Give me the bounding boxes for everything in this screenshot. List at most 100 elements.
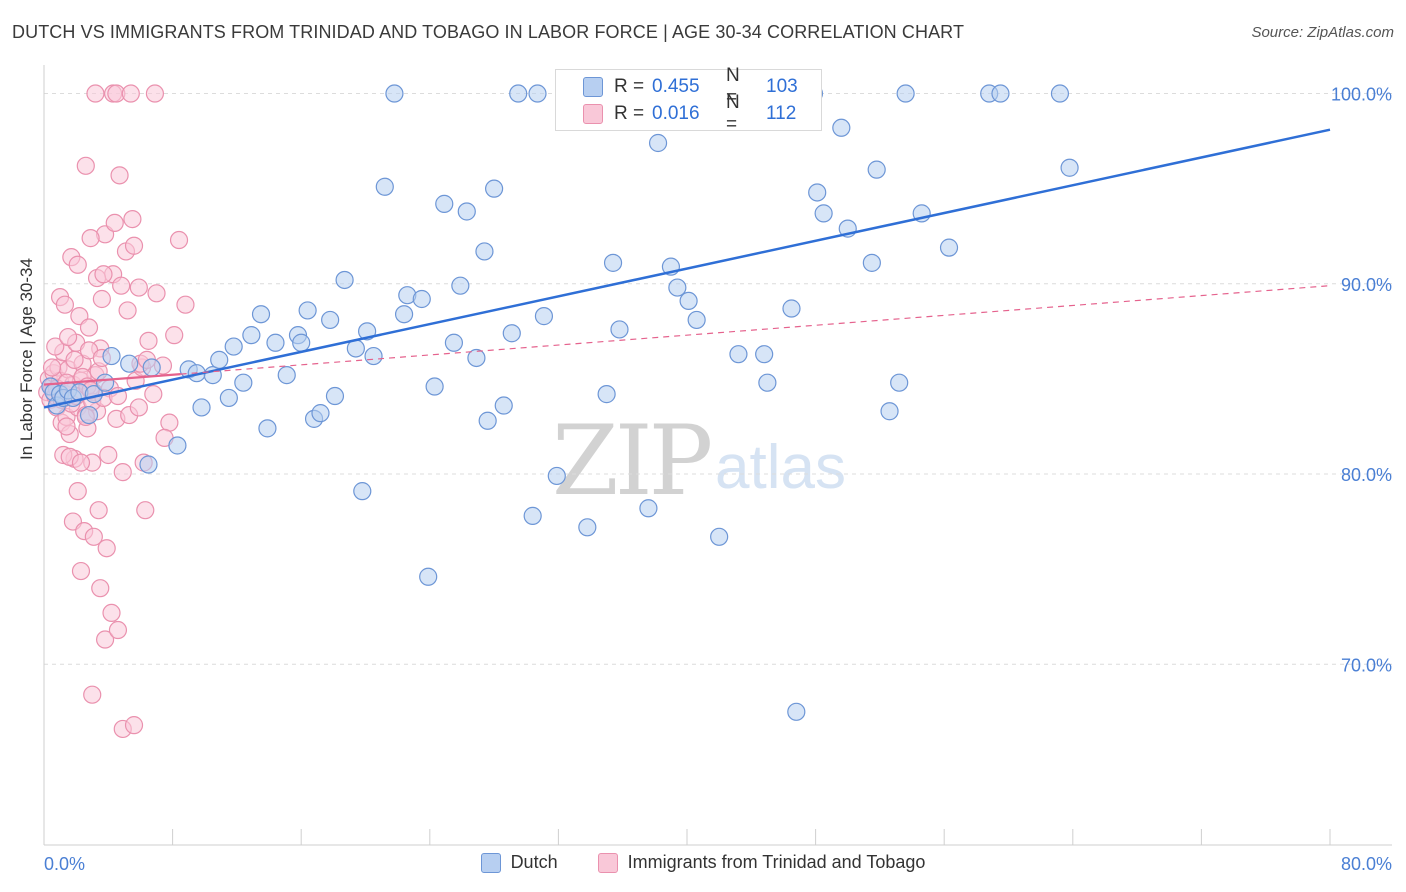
dutch-point-90 <box>890 373 909 392</box>
tt-point-74 <box>102 603 121 623</box>
tt-point-99 <box>57 417 76 436</box>
tt-swatch <box>583 104 603 124</box>
dutch-point-41 <box>375 177 394 196</box>
legend-item-dutch: Dutch <box>480 852 558 873</box>
dutch-point-56 <box>494 396 513 415</box>
dutch-point-54 <box>478 411 497 430</box>
dutch-point-85 <box>832 118 851 137</box>
dutch-point-66 <box>603 253 623 272</box>
tt-point-102 <box>46 337 65 356</box>
dutch-point-83 <box>808 183 827 202</box>
dutch-point-43 <box>394 305 414 324</box>
dutch-point-79 <box>758 373 777 392</box>
dutch-point-36 <box>335 270 354 290</box>
source-label: Source: ZipAtlas.com <box>1251 24 1394 41</box>
tt-point-51 <box>169 230 189 250</box>
legend-item-tt: Immigrants from Trinidad and Tobago <box>597 852 925 873</box>
dutch-point-21 <box>219 388 238 408</box>
dutch-swatch <box>583 77 603 97</box>
tt-point-52 <box>176 295 195 314</box>
tt-point-79 <box>124 716 144 735</box>
dutch-point-61 <box>534 307 554 326</box>
tt-point-47 <box>147 284 166 303</box>
tt-r-label: R = <box>614 103 645 124</box>
bottom-legend: Dutch Immigrants from Trinidad and Tobag… <box>0 852 1406 873</box>
dutch-point-95 <box>991 84 1010 103</box>
dutch-point-24 <box>242 326 261 345</box>
dutch-point-60 <box>528 84 547 103</box>
legend-tt-swatch <box>597 852 618 873</box>
tt-point-30 <box>92 289 111 309</box>
dutch-point-40 <box>364 346 383 366</box>
dutch-point-47 <box>425 377 444 396</box>
tt-point-83 <box>121 84 140 103</box>
tt-point-106 <box>129 398 148 417</box>
tt-point-44 <box>136 501 155 520</box>
tt-point-80 <box>86 84 105 103</box>
dutch-point-51 <box>457 202 476 221</box>
y-tick-label-80: 80.0% <box>1341 465 1392 485</box>
y-tick-label-100: 100.0% <box>1331 85 1392 105</box>
tt-point-24 <box>79 318 99 337</box>
dutch-point-30 <box>292 333 311 352</box>
dutch-point-22 <box>224 337 243 356</box>
tt-point-58 <box>81 229 100 248</box>
dutch-point-59 <box>523 506 542 525</box>
tt-point-64 <box>124 236 144 255</box>
dutch-n-label: N = <box>726 65 740 108</box>
stats-legend: R = 0.455 N = 103 R = 0.016 N = 112 <box>555 65 822 135</box>
tt-n-value: 112 <box>766 103 797 124</box>
dutch-point-91 <box>896 84 915 103</box>
dutch-point-50 <box>451 276 470 295</box>
dutch-point-84 <box>814 204 833 223</box>
dutch-point-12 <box>120 354 139 373</box>
dutch-point-80 <box>782 299 801 318</box>
tt-point-98 <box>71 453 91 472</box>
dutch-point-46 <box>419 567 438 586</box>
dutch-point-55 <box>485 179 504 198</box>
watermark-atlas: atlas <box>715 433 846 502</box>
dutch-point-31 <box>298 301 317 320</box>
dutch-point-74 <box>687 310 706 330</box>
dutch-point-69 <box>639 499 658 518</box>
tt-point-104 <box>59 327 78 347</box>
dutch-point-53 <box>475 242 494 261</box>
dutch-point-25 <box>251 305 271 324</box>
tt-point-85 <box>42 358 62 377</box>
dutch-point-26 <box>258 419 277 438</box>
dutch-point-18 <box>192 398 211 417</box>
tt-point-36 <box>110 166 129 185</box>
dutch-point-27 <box>266 333 285 352</box>
tt-point-70 <box>89 501 108 520</box>
dutch-point-28 <box>277 365 296 385</box>
tt-point-57 <box>76 156 95 175</box>
dutch-r-value: 0.455 <box>652 76 700 97</box>
tt-point-101 <box>65 350 84 369</box>
dutch-point-57 <box>502 324 521 343</box>
dutch-point-20 <box>210 350 229 369</box>
dutch-point-14 <box>139 455 158 474</box>
dutch-trend-line <box>43 128 1331 409</box>
tt-point-42 <box>129 278 148 297</box>
dutch-point-75 <box>710 527 729 546</box>
dutch-point-64 <box>578 518 597 537</box>
tt-point-49 <box>160 413 179 432</box>
tt-point-73 <box>91 579 110 598</box>
dutch-point-15 <box>168 436 187 455</box>
tt-point-77 <box>83 685 102 704</box>
tt-point-69 <box>84 527 103 546</box>
dutch-point-72 <box>668 278 687 297</box>
dutch-point-76 <box>729 345 748 364</box>
y-tick-label-90: 90.0% <box>1341 275 1392 295</box>
dutch-point-81 <box>787 702 806 721</box>
x-tick-label-min: 0.0% <box>44 854 85 874</box>
dutch-point-13 <box>142 358 161 377</box>
legend-dutch-label: Dutch <box>510 852 558 872</box>
dutch-point-38 <box>353 482 372 501</box>
tt-point-46 <box>144 385 163 404</box>
tt-point-72 <box>71 561 91 581</box>
watermark-zip: ZIP <box>552 405 713 517</box>
dutch-point-48 <box>435 194 454 213</box>
series-trinidad-tobago <box>38 84 195 739</box>
legend-dutch-swatch <box>480 852 501 873</box>
